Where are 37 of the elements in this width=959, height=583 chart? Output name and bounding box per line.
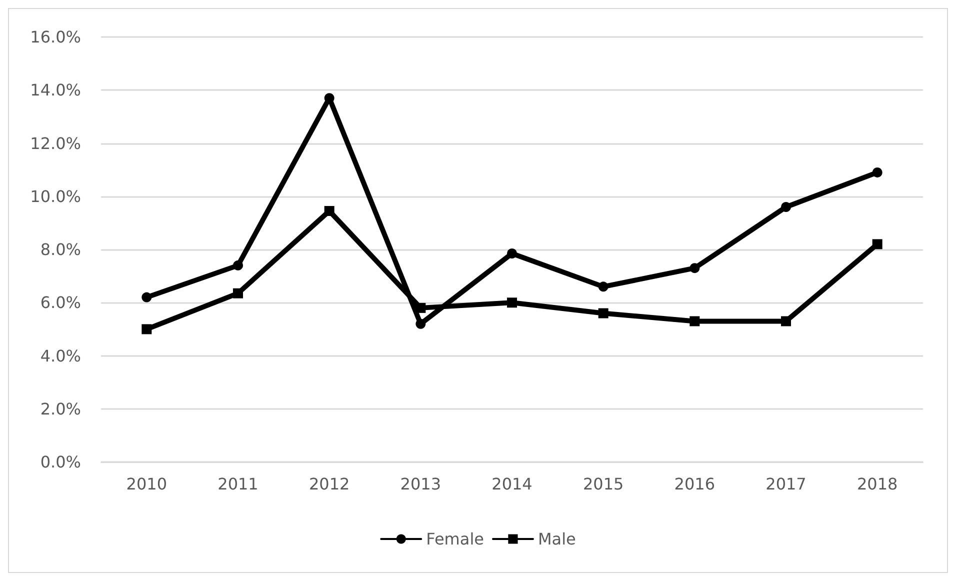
point (507, 248, 517, 258)
y-tick-label: 8.0% (40, 240, 81, 259)
point (598, 308, 608, 318)
point (872, 239, 882, 250)
point (416, 318, 426, 329)
point (507, 298, 517, 308)
y-tick-label: 4.0% (40, 346, 81, 366)
point (233, 260, 243, 270)
x-tick-label: 2018 (856, 474, 898, 494)
point (598, 282, 608, 292)
x-tick-label: 2010 (126, 474, 168, 494)
y-tick-label: 16.0% (30, 28, 81, 46)
point (142, 292, 152, 302)
y-tick-label: 0.0% (40, 452, 81, 472)
x-tick-label: 2012 (308, 474, 350, 494)
y-tick-label: 6.0% (40, 293, 81, 312)
point (416, 302, 426, 313)
legend-label: Male (538, 530, 576, 548)
x-tick-label: 2017 (766, 474, 806, 494)
legend-label: Female (426, 530, 484, 548)
x-tick-label: 2015 (582, 474, 624, 494)
point (324, 206, 334, 216)
point (872, 167, 882, 178)
point (142, 324, 152, 334)
point (233, 288, 243, 298)
point (781, 316, 791, 326)
point (690, 316, 700, 326)
x-tick-label: 2013 (400, 474, 442, 494)
y-tick-label: 2.0% (40, 399, 81, 418)
y-tick-label: 14.0% (30, 80, 81, 100)
x-tick-label: 2016 (674, 474, 716, 494)
x-tick-label: 2011 (218, 474, 258, 494)
y-tick-label: 10.0% (30, 186, 81, 206)
point (781, 202, 791, 212)
point (690, 263, 700, 274)
y-tick-label: 12.0% (30, 134, 81, 153)
x-tick-label: 2014 (492, 474, 532, 494)
